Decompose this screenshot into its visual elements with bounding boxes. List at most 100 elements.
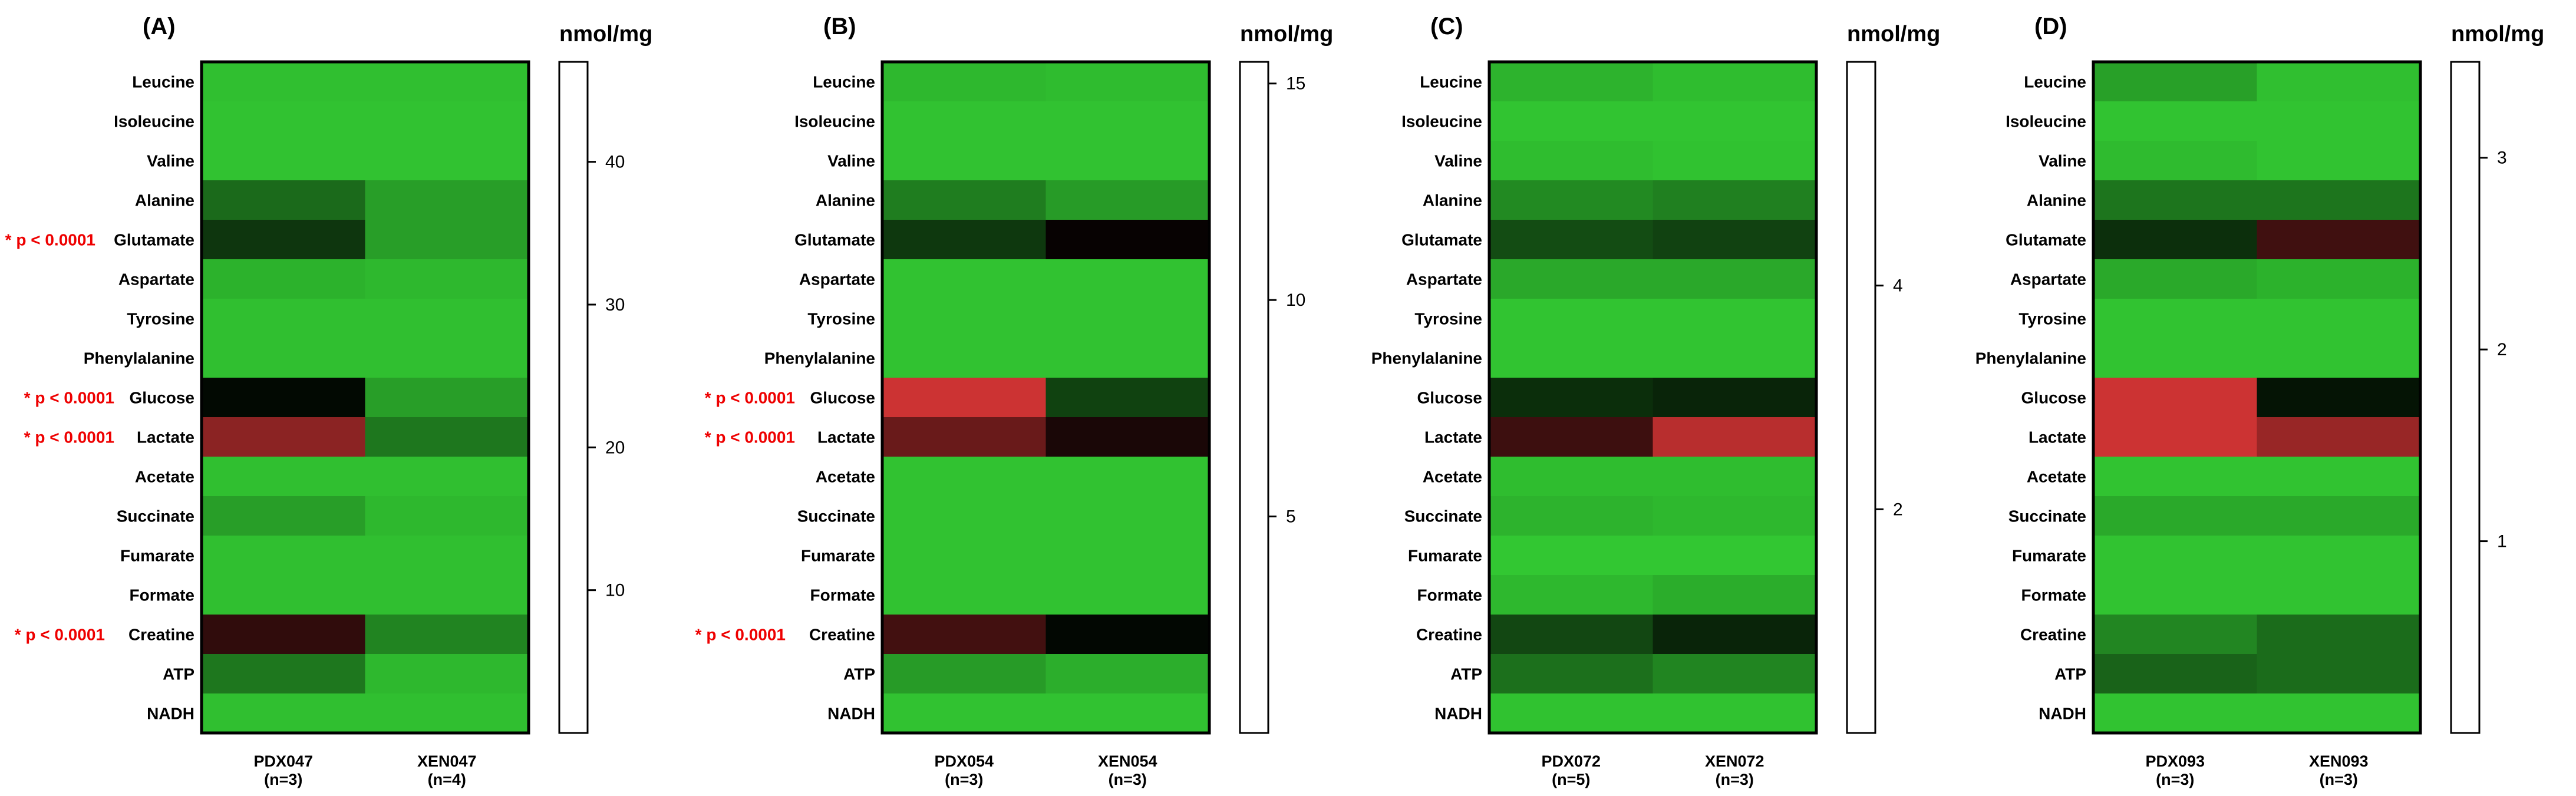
heatmap-cell	[1653, 141, 1817, 181]
row-label: Leucine	[1420, 73, 1482, 91]
heatmap-cell	[202, 299, 365, 339]
colorbar-tick-label: 40	[605, 153, 625, 172]
heatmap-cell	[882, 180, 1046, 220]
column-n-label: (n=3)	[945, 771, 983, 788]
heatmap-cell	[882, 101, 1046, 141]
colorbar-tick-label: 1	[2497, 532, 2507, 551]
heatmap-cell	[2257, 457, 2421, 497]
row-label: Leucine	[2024, 73, 2086, 91]
heatmap-cell	[2093, 338, 2257, 378]
heatmap-cell	[1653, 338, 1817, 378]
heatmap-cell	[1489, 62, 1653, 102]
heatmap-cell	[1489, 141, 1653, 181]
row-label: Phenylalanine	[1371, 349, 1482, 368]
row-label: Leucine	[813, 73, 875, 91]
heatmap-frame	[200, 60, 530, 735]
heatmap-cell	[1045, 615, 1210, 655]
heatmap-cell	[202, 417, 365, 457]
panel-label: (D)	[2034, 14, 2067, 39]
row-label: Tyrosine	[807, 310, 875, 328]
heatmap-cell	[2093, 180, 2257, 220]
heatmap-cell	[1045, 417, 1210, 457]
heatmap-cell	[1489, 536, 1653, 576]
row-label: Alanine	[2027, 191, 2086, 210]
significance-label: * p < 0.0001	[24, 428, 114, 447]
heatmap-cell	[882, 220, 1046, 260]
heatmap-cell	[202, 378, 365, 418]
row-label: Creatine	[1416, 626, 1482, 644]
heatmap-cell	[2093, 259, 2257, 299]
row-label: NADH	[147, 705, 194, 723]
row-label: Tyrosine	[127, 310, 194, 328]
heatmap-cell	[882, 654, 1046, 694]
heatmap-cell	[1653, 615, 1817, 655]
heatmap-cell	[2093, 141, 2257, 181]
row-label: NADH	[2039, 705, 2086, 723]
row-label: Isoleucine	[2006, 113, 2086, 131]
heatmap-cell	[202, 536, 365, 576]
column-n-label: (n=3)	[2156, 771, 2194, 788]
heatmap-cell	[2257, 101, 2421, 141]
row-label: Acetate	[816, 468, 875, 486]
row-label: Phenylalanine	[764, 349, 875, 368]
heatmap-cell	[1489, 378, 1653, 418]
column-n-label: (n=3)	[2320, 771, 2358, 788]
heatmap-cell	[1045, 338, 1210, 378]
heatmap-cell	[202, 180, 365, 220]
heatmap-cell	[1045, 259, 1210, 299]
heatmap-cell	[365, 220, 529, 260]
heatmap-cell	[1653, 62, 1817, 102]
heatmap-cell	[1653, 220, 1817, 260]
row-label: Isoleucine	[114, 113, 194, 131]
row-label: Alanine	[816, 191, 875, 210]
heatmap-cell	[365, 615, 529, 655]
colorbar-tick-label: 2	[1893, 500, 1903, 519]
row-label: Acetate	[135, 468, 194, 486]
row-label: Fumarate	[120, 547, 194, 565]
heatmap-cell	[882, 259, 1046, 299]
row-label: Valine	[827, 152, 875, 170]
heatmap-cell	[1489, 654, 1653, 694]
heatmap-cell	[1489, 299, 1653, 339]
colorbar	[1239, 61, 1269, 734]
significance-label: * p < 0.0001	[705, 428, 795, 447]
heatmap-cell	[1045, 62, 1210, 102]
significance-label: * p < 0.0001	[695, 626, 786, 644]
column-n-label: (n=5)	[1552, 771, 1590, 788]
significance-label: * p < 0.0001	[705, 389, 795, 407]
column-label: PDX093	[2145, 752, 2205, 770]
colorbar-tick-label: 4	[1893, 276, 1903, 296]
heatmap-cell	[2257, 62, 2421, 102]
heatmap-cell	[2093, 654, 2257, 694]
heatmap-cell	[365, 654, 529, 694]
heatmap-cell	[2257, 378, 2421, 418]
row-label: Phenylalanine	[84, 349, 194, 368]
significance-label: * p < 0.0001	[24, 389, 114, 407]
colorbar-tick-label: 30	[605, 295, 625, 315]
row-label: Isoleucine	[794, 113, 875, 131]
heatmap-cell	[2093, 536, 2257, 576]
heatmap-cell	[1045, 693, 1210, 734]
row-label: Aspartate	[1406, 270, 1482, 289]
heatmap-cell	[202, 259, 365, 299]
heatmap-cell	[202, 575, 365, 615]
row-label: Aspartate	[118, 270, 194, 289]
heatmap-cell	[2257, 417, 2421, 457]
heatmap-cell	[882, 693, 1046, 734]
heatmap-cell	[2257, 575, 2421, 615]
heatmap-cell	[365, 417, 529, 457]
colorbar-unit-label: nmol/mg	[1240, 22, 1333, 47]
row-label: ATP	[843, 665, 875, 683]
row-label: Glucose	[130, 389, 194, 407]
row-label: ATP	[1450, 665, 1482, 683]
heatmap-cell	[1653, 654, 1817, 694]
heatmap-cell	[882, 615, 1046, 655]
heatmap-cell	[882, 457, 1046, 497]
heatmap-cell	[1045, 575, 1210, 615]
heatmap-cell	[1045, 457, 1210, 497]
heatmap-cell	[1653, 259, 1817, 299]
row-label: Glucose	[2021, 389, 2086, 407]
heatmap-cell	[365, 259, 529, 299]
row-label: Glucose	[1417, 389, 1482, 407]
heatmap-cell	[365, 101, 529, 141]
